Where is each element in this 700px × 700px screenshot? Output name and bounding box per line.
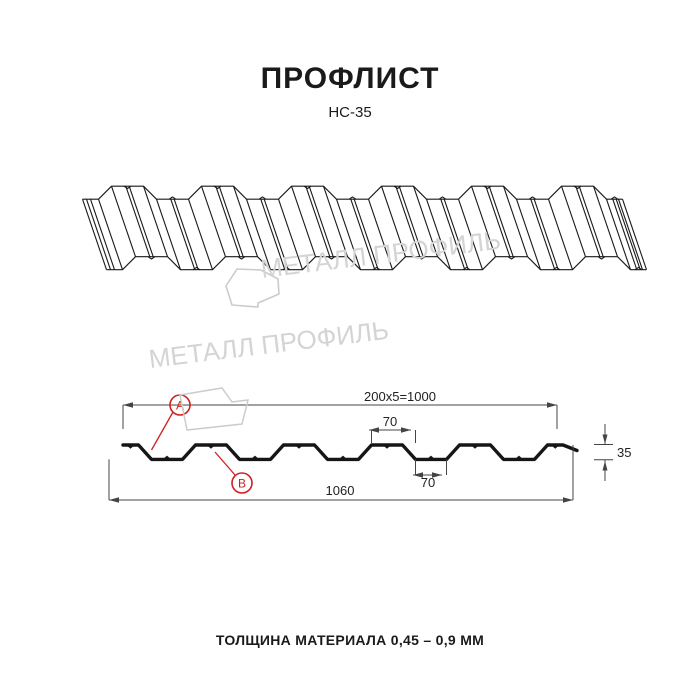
svg-text:МЕТАЛЛ ПРОФИЛЬ: МЕТАЛЛ ПРОФИЛЬ [147, 315, 390, 374]
svg-text:200x5=1000: 200x5=1000 [364, 389, 436, 404]
svg-text:1060: 1060 [326, 483, 355, 498]
svg-text:70: 70 [383, 414, 397, 429]
svg-text:B: B [238, 477, 246, 491]
svg-text:35: 35 [617, 445, 631, 460]
svg-text:70: 70 [421, 475, 435, 490]
